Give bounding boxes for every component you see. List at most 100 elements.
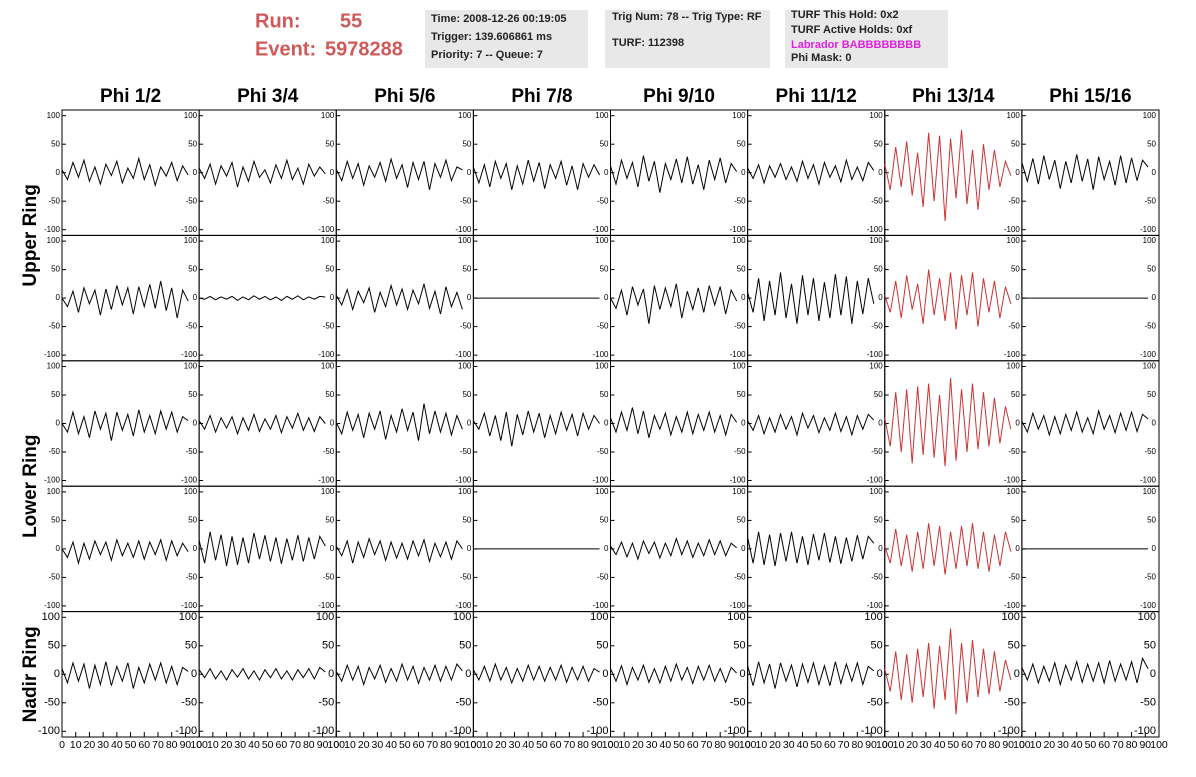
row-group-label: Upper Ring: [20, 184, 41, 286]
y-tick-label: 0: [467, 544, 472, 553]
y-tick-label: 0: [604, 168, 609, 177]
x-tick-label: 80: [714, 739, 726, 751]
x-tick-label: 40: [385, 739, 397, 751]
x-tick-label: 40: [660, 739, 672, 751]
panel-frame: [1021, 611, 1160, 738]
y-tick-label: 0: [741, 544, 746, 553]
info-box: [425, 10, 588, 68]
y-tick-label: -100: [724, 725, 746, 737]
panel-frame: [335, 360, 474, 487]
column-header: Phi 13/14: [912, 86, 995, 107]
waveform: [61, 156, 189, 188]
x-tick-label: 60: [1098, 739, 1110, 751]
y-tick-label: -50: [867, 697, 883, 709]
y-tick-label: -100: [1004, 601, 1021, 610]
x-tick-label: 100: [327, 739, 345, 751]
y-tick-label: 100: [321, 111, 335, 120]
y-tick-label: -50: [186, 196, 198, 205]
y-tick-label: 100: [458, 236, 472, 245]
y-tick-label: 50: [325, 516, 334, 525]
y-tick-label: 0: [878, 419, 883, 428]
y-tick-label: -50: [318, 697, 334, 709]
y-tick-label: -50: [1140, 697, 1156, 709]
y-tick-label: 100: [869, 362, 883, 371]
panel-frame: [61, 234, 200, 362]
y-tick-label: -50: [48, 196, 60, 205]
y-tick-label: 50: [737, 139, 746, 148]
y-tick-label: 100: [458, 111, 472, 120]
x-tick-label: 80: [851, 739, 863, 751]
event-number: 5978288: [325, 38, 403, 60]
x-tick-label: 30: [920, 739, 932, 751]
y-tick-label: 100: [1002, 611, 1020, 623]
x-tick-label: 20: [84, 739, 96, 751]
y-tick-label: 0: [467, 293, 472, 302]
waveform: [747, 531, 875, 567]
y-tick-label: -100: [586, 725, 608, 737]
x-tick-label: 30: [509, 739, 521, 751]
x-tick-label: 70: [564, 739, 576, 751]
panel-frame: [335, 109, 474, 236]
y-tick-label: -100: [455, 601, 472, 610]
y-tick-label: 100: [458, 362, 472, 371]
info-line: Time: 2008-12-26 00:19:05: [431, 13, 567, 25]
x-tick-label: 30: [372, 739, 384, 751]
y-tick-label: 0: [878, 293, 883, 302]
x-tick-label: 40: [522, 739, 534, 751]
y-tick-label: -100: [44, 225, 61, 234]
y-tick-label: 100: [1007, 236, 1021, 245]
x-tick-label: 0: [196, 739, 202, 751]
y-tick-label: 100: [1007, 362, 1021, 371]
y-tick-label: -100: [1004, 350, 1021, 359]
row-group-label: Lower Ring: [20, 434, 41, 537]
x-tick-label: 20: [358, 739, 370, 751]
y-tick-label: 50: [51, 265, 60, 274]
waveform: [884, 523, 1012, 575]
y-tick-label: 50: [1011, 265, 1020, 274]
y-tick-label: 100: [184, 362, 198, 371]
x-tick-label: 100: [876, 739, 894, 751]
y-tick-label: 0: [1015, 419, 1020, 428]
y-tick-label: -100: [592, 350, 609, 359]
y-tick-label: -50: [186, 322, 198, 331]
y-tick-label: 0: [1015, 168, 1020, 177]
y-tick-label: 50: [737, 516, 746, 525]
y-tick-label: 0: [330, 168, 335, 177]
y-tick-label: 50: [874, 390, 883, 399]
y-tick-label: -100: [318, 225, 335, 234]
y-tick-label: 0: [1152, 419, 1157, 428]
x-tick-label: 50: [125, 739, 137, 751]
waveform: [1021, 409, 1149, 437]
y-tick-label: -50: [48, 447, 60, 456]
y-tick-label: 100: [1143, 487, 1157, 496]
y-tick-label: 50: [1147, 516, 1156, 525]
y-tick-label: 50: [874, 516, 883, 525]
waveform: [884, 269, 1012, 330]
x-tick-label: 30: [783, 739, 795, 751]
y-tick-label: 100: [184, 236, 198, 245]
y-tick-label: -50: [460, 447, 472, 456]
y-tick-label: 50: [737, 265, 746, 274]
y-tick-label: 0: [878, 168, 883, 177]
y-tick-label: 50: [185, 640, 197, 652]
waveform: [884, 377, 1012, 467]
waveform: [198, 158, 326, 188]
y-tick-label: -50: [597, 196, 609, 205]
y-tick-label: -100: [318, 476, 335, 485]
x-tick-label: 40: [1071, 739, 1083, 751]
x-tick-label: 50: [947, 739, 959, 751]
y-tick-label: 100: [47, 236, 61, 245]
y-tick-label: 50: [188, 390, 197, 399]
y-tick-label: 100: [732, 236, 746, 245]
x-tick-label: 20: [221, 739, 233, 751]
y-tick-label: 100: [321, 362, 335, 371]
x-tick-label: 50: [673, 739, 685, 751]
column-header: Phi 15/16: [1049, 86, 1131, 107]
x-tick-label: 10: [893, 739, 905, 751]
x-tick-label: 0: [333, 739, 339, 751]
y-tick-label: -100: [181, 601, 198, 610]
x-tick-label: 20: [906, 739, 918, 751]
x-tick-label: 80: [1126, 739, 1138, 751]
y-tick-label: 100: [732, 362, 746, 371]
